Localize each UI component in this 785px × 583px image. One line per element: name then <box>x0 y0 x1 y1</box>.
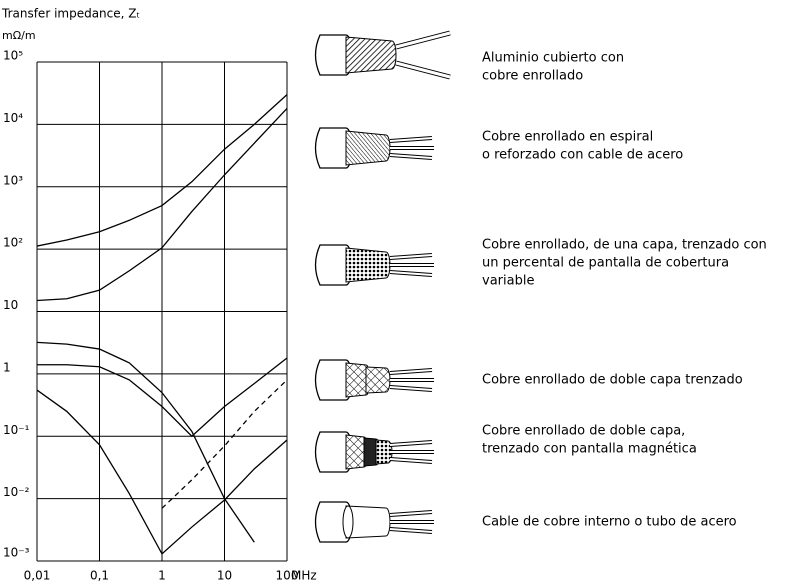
series-line <box>37 94 288 247</box>
cable-label: o reforzado con cable de acero <box>482 148 683 163</box>
cable-label: un percental de pantalla de cobertura <box>482 256 729 271</box>
cable-label: Cobre enrollado en espiral <box>482 130 653 145</box>
x-axis-unit: MHz <box>291 569 317 583</box>
cable-label: variable <box>482 274 534 289</box>
cable-label: cobre enrollado <box>482 69 583 84</box>
cable-icon <box>314 127 436 169</box>
series-line <box>161 379 288 509</box>
series-line <box>37 357 288 438</box>
cable-label: Cable de cobre interno o tubo de acero <box>482 515 737 530</box>
y-tick-label: 10⁵ <box>3 49 23 63</box>
series-line <box>37 341 255 543</box>
cable-icon <box>314 359 436 401</box>
x-tick-label: 0,1 <box>90 569 109 583</box>
cable-label: Aluminio cubierto con <box>482 51 624 66</box>
y-tick-label: 10⁻² <box>3 485 30 499</box>
cable-label: Cobre enrollado de doble capa, <box>482 424 685 439</box>
y-tick-label: 1 <box>3 360 11 374</box>
x-tick-label: 10 <box>217 569 232 583</box>
y-tick-label: 10³ <box>3 173 23 187</box>
y-axis-unit: mΩ/m <box>2 29 36 42</box>
cable-icon <box>314 244 436 286</box>
y-tick-label: 10² <box>3 236 23 250</box>
cable-icon <box>314 30 451 80</box>
x-tick-label: 0,01 <box>24 569 51 583</box>
y-tick-label: 10⁻¹ <box>3 423 30 437</box>
series-line <box>37 389 288 555</box>
y-tick-label: 10 <box>3 298 18 312</box>
y-tick-label: 10⁻³ <box>3 546 30 560</box>
x-tick-label: 1 <box>158 569 166 583</box>
y-axis-label: Transfer impedance, Zₜ <box>1 7 140 21</box>
y-tick-label: 10⁴ <box>3 111 23 125</box>
cable-label: Cobre enrollado, de una capa, trenzado c… <box>482 238 767 253</box>
cable-icon <box>314 431 436 473</box>
cable-icon <box>314 501 436 543</box>
cable-label: Cobre enrollado de doble capa trenzado <box>482 373 743 388</box>
cable-label: trenzado con pantalla magnética <box>482 442 697 457</box>
series-line <box>37 108 288 302</box>
x-tick-label: 100 <box>276 569 299 583</box>
cable-illustrations <box>314 30 451 543</box>
